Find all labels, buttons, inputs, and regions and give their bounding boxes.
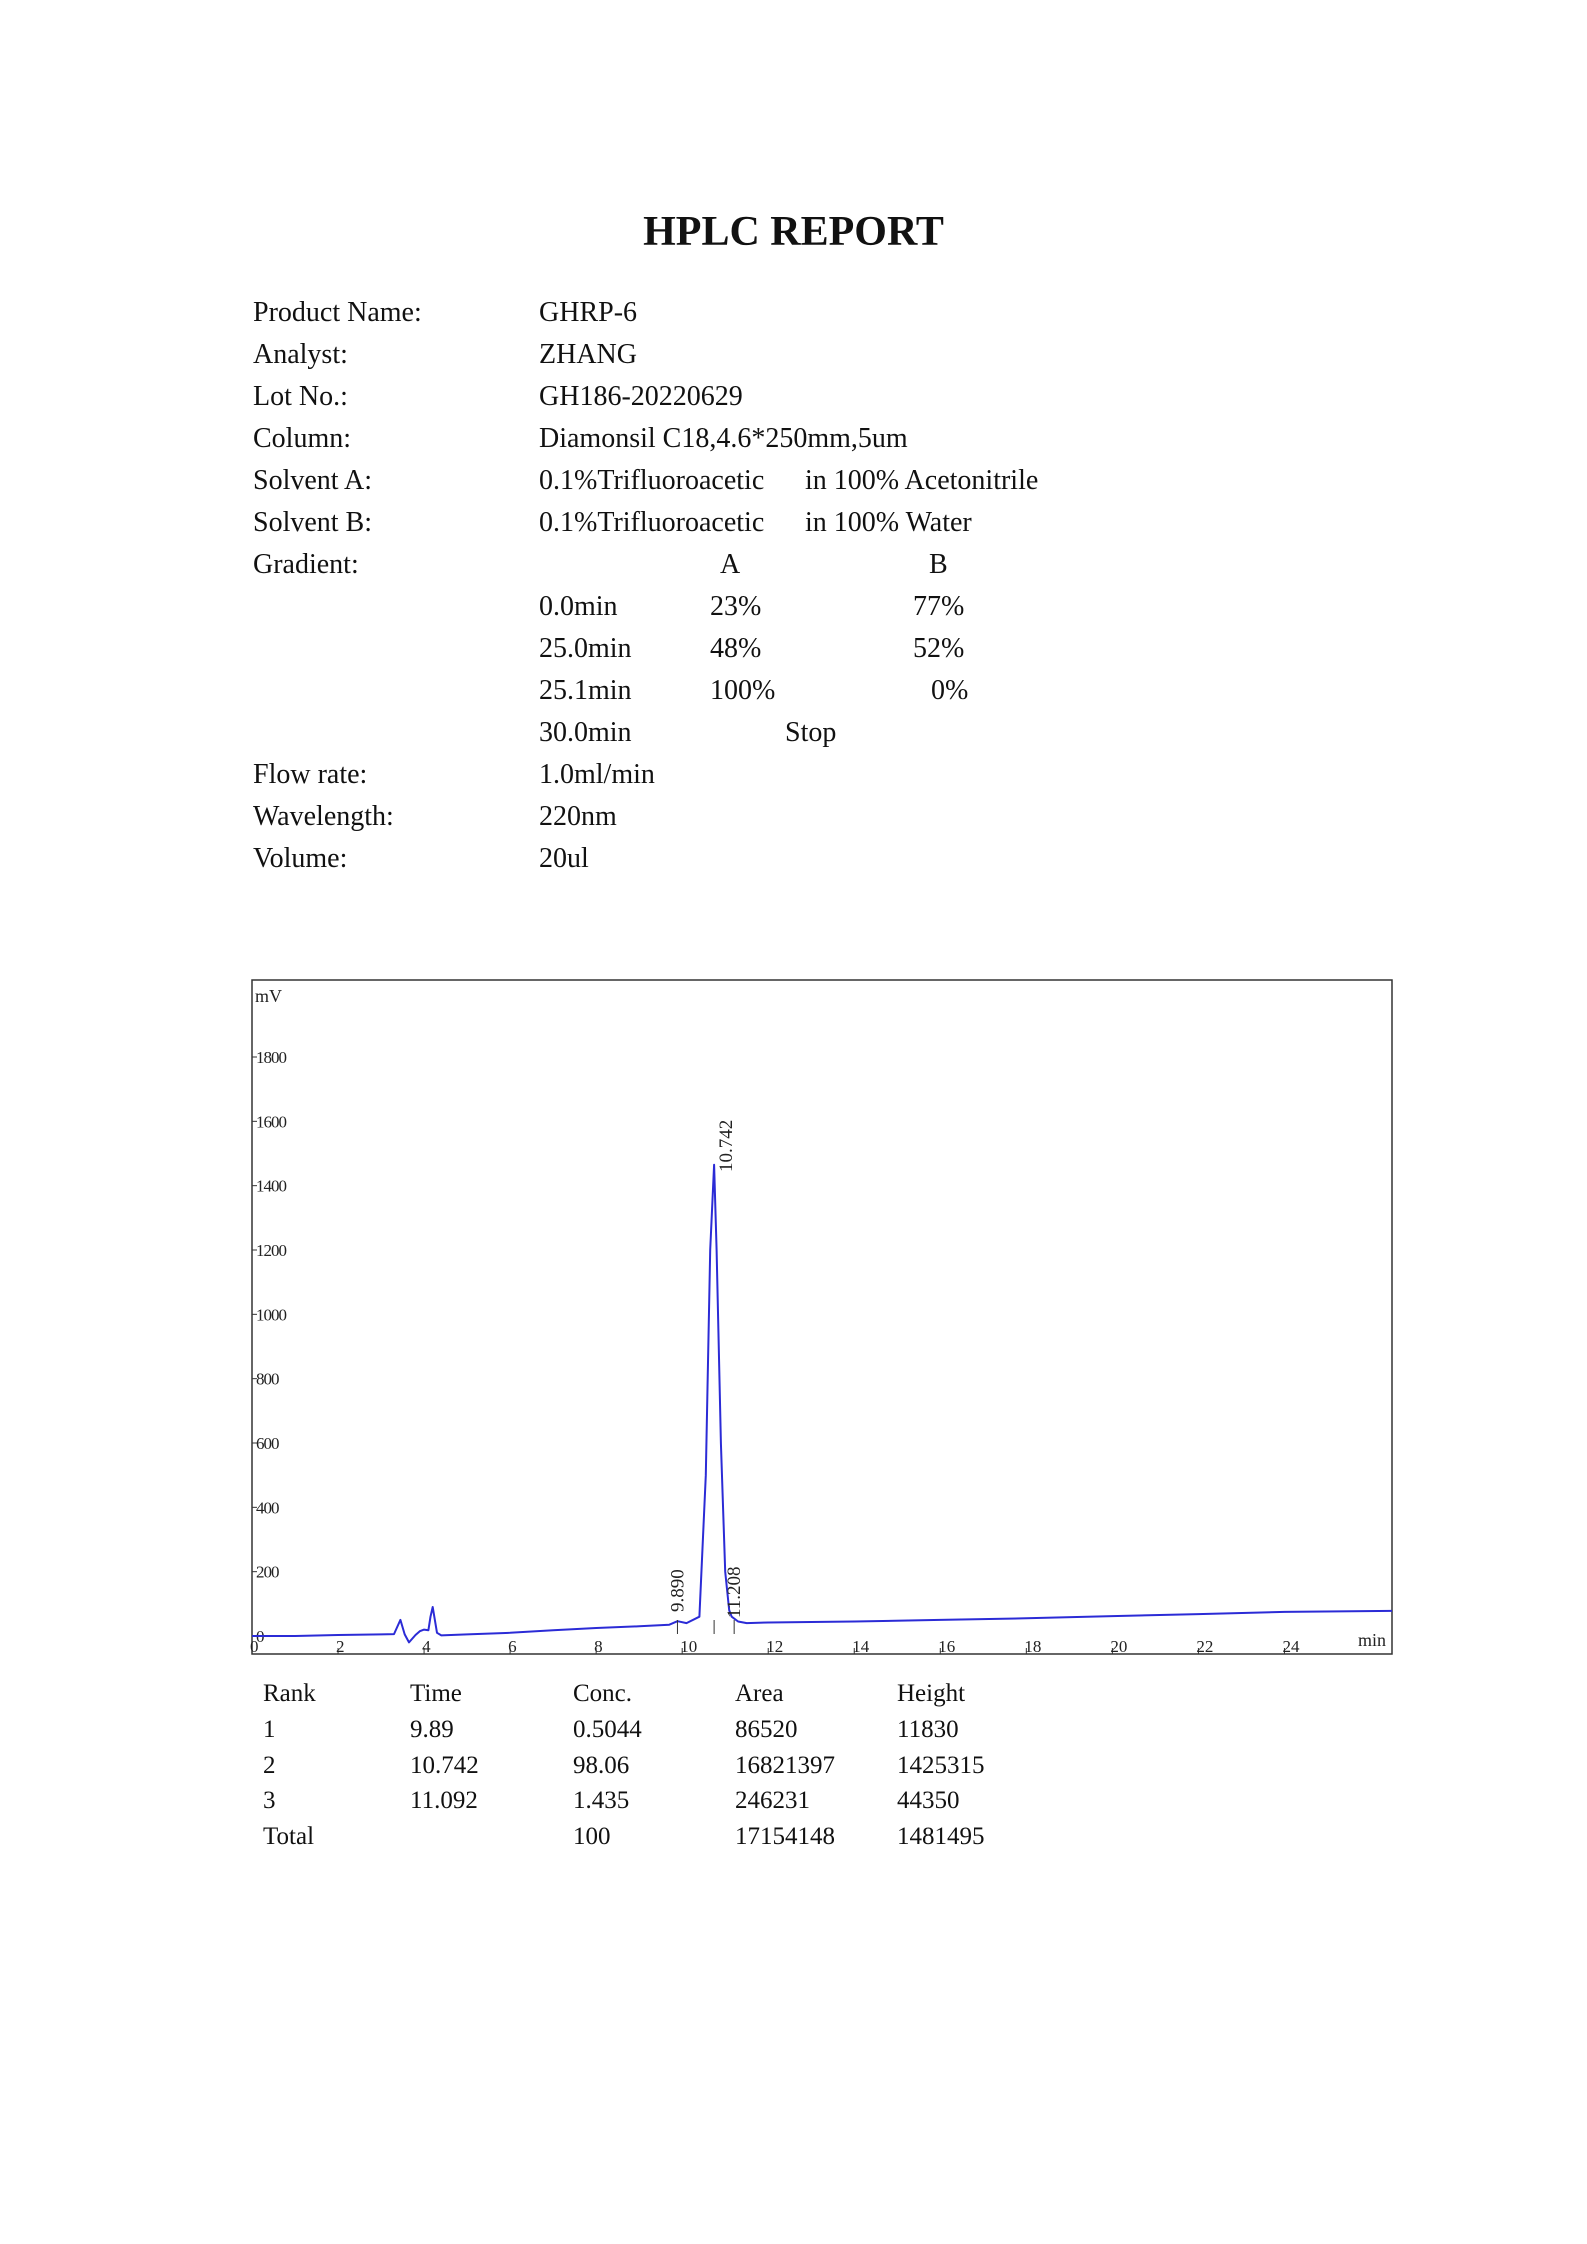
info-label: Wavelength: (253, 801, 394, 832)
info-value: 220nm (539, 801, 617, 832)
gradient-time: 25.1min (539, 675, 632, 706)
cell: 9.89 (410, 1716, 454, 1743)
cell: 100 (573, 1822, 611, 1850)
y-tick-label: 600 (256, 1434, 279, 1453)
y-tick-label: 1600 (256, 1112, 287, 1131)
info-label: Volume: (253, 843, 348, 874)
peak-label: 10.742 (716, 1120, 737, 1172)
gradient-a: 23% (710, 591, 762, 622)
cell: Time (410, 1680, 462, 1707)
cell: 44350 (897, 1787, 960, 1814)
cell: 17154148 (735, 1822, 835, 1850)
x-tick-label: 18 (1024, 1637, 1041, 1656)
x-tick-label: 12 (766, 1637, 783, 1656)
info-value: Diamonsil C18,4.6*250mm,5um (539, 423, 908, 454)
x-tick-label: 14 (852, 1637, 870, 1656)
cell: 246231 (735, 1787, 810, 1814)
y-tick-label: 1400 (256, 1177, 287, 1196)
cell: 1 (263, 1716, 276, 1743)
y-tick-label: 1800 (256, 1048, 287, 1067)
gradient-time: 30.0min (539, 717, 632, 748)
x-tick-label: 20 (1110, 1637, 1127, 1656)
x-tick-label: 8 (594, 1637, 603, 1656)
report-title: HPLC REPORT (643, 209, 944, 255)
cell: 1425315 (897, 1751, 985, 1779)
cell: 1.435 (573, 1787, 630, 1814)
info-value: GH186-20220629 (539, 381, 743, 412)
cell: Conc. (573, 1680, 633, 1707)
info-label: Solvent B: (253, 507, 373, 538)
info-label: Column: (253, 423, 352, 454)
y-tick-label: 200 (256, 1563, 279, 1582)
cell: 11830 (897, 1716, 959, 1743)
info-value: ZHANG (539, 339, 637, 370)
gradient-b: 0% (931, 675, 969, 706)
info-value: 20ul (539, 843, 589, 874)
peak-label: 11.208 (724, 1566, 745, 1618)
cell: Height (897, 1680, 966, 1707)
cell: 10.742 (410, 1751, 479, 1779)
info-label: Gradient: (253, 549, 359, 580)
cell: 98.06 (573, 1751, 630, 1779)
gradient-time: 0.0min (539, 591, 618, 622)
cell: 86520 (735, 1716, 798, 1743)
plot-frame (251, 979, 1393, 1655)
gradient-b: 52% (913, 633, 965, 664)
x-tick-label: 16 (938, 1637, 955, 1656)
x-tick-label: 24 (1282, 1637, 1300, 1656)
gradient-stop: Stop (785, 717, 837, 748)
y-axis-label: mV (255, 986, 282, 1006)
x-tick-label: 2 (336, 1637, 345, 1656)
cell: 0.5044 (573, 1716, 642, 1743)
y-tick-label: 1000 (256, 1305, 287, 1324)
cell: Rank (263, 1680, 316, 1707)
info-value: 0.1%Trifluoroacetic (539, 507, 765, 538)
gradient-time: 25.0min (539, 633, 632, 664)
gradient-b: 77% (913, 591, 965, 622)
gradient-a: 48% (710, 633, 762, 664)
peak-label: 9.890 (667, 1569, 688, 1612)
cell: 11.092 (410, 1787, 478, 1814)
y-tick-label: 400 (256, 1498, 279, 1517)
y-tick-label: 1200 (256, 1241, 287, 1260)
info-label: Flow rate: (253, 759, 368, 790)
cell: Total (263, 1822, 315, 1850)
gradient-col-b: B (929, 549, 948, 580)
gradient-a: 100% (710, 675, 776, 706)
info-label: Product Name: (253, 297, 422, 328)
cell: 1481495 (897, 1822, 985, 1850)
y-tick-label: 800 (256, 1370, 279, 1389)
x-tick-label: 6 (508, 1637, 517, 1656)
chromatogram-trace (252, 1163, 1393, 1644)
x-tick-label: 4 (422, 1637, 431, 1656)
info-label: Solvent A: (253, 465, 373, 496)
cell: Area (735, 1680, 784, 1707)
info-label: Analyst: (253, 339, 348, 370)
cell: 3 (263, 1787, 276, 1814)
x-axis-label: min (1358, 1630, 1386, 1650)
info-value: GHRP-6 (539, 297, 638, 328)
x-tick-label: 0 (250, 1637, 259, 1656)
info-value: 1.0ml/min (539, 759, 655, 790)
cell: 16821397 (735, 1751, 835, 1779)
cell: 2 (263, 1751, 276, 1779)
info-value-extra: in 100% Acetonitrile (805, 465, 1039, 496)
x-tick-label: 22 (1196, 1637, 1213, 1656)
info-value: 0.1%Trifluoroacetic (539, 465, 765, 496)
x-tick-label: 10 (680, 1637, 697, 1656)
info-label: Lot No.: (253, 381, 348, 412)
gradient-col-a: A (720, 549, 741, 580)
info-value-extra: in 100% Water (805, 507, 972, 538)
